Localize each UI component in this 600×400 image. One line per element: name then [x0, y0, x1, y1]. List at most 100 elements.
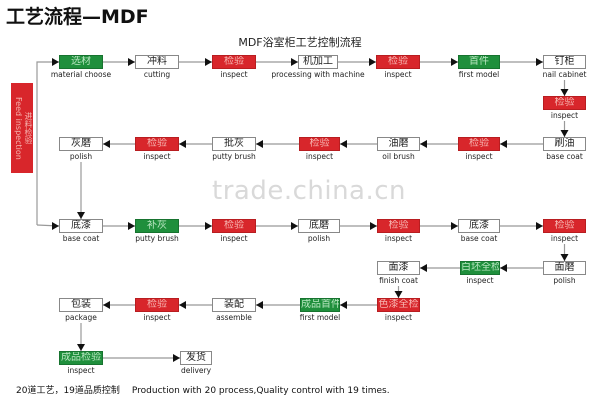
flow-step: 首件 — [458, 55, 500, 69]
arrowhead-icon — [340, 140, 347, 148]
flow-step-label: finish coat — [379, 276, 418, 285]
flow-step-label: delivery — [180, 366, 212, 375]
arrowhead-icon — [103, 301, 110, 309]
flow-step-label: nail cabinet — [542, 70, 587, 79]
flow-step-label: putty brush — [212, 152, 256, 161]
arrowhead-icon — [536, 58, 543, 66]
flow-step: 底漆 — [458, 219, 500, 233]
flow-step: 检验 — [543, 96, 586, 110]
arrowhead-icon — [500, 264, 507, 272]
arrowhead-icon — [256, 301, 263, 309]
flow-step-label: inspect — [384, 234, 413, 243]
flow-step: 面磨 — [543, 261, 586, 275]
flow-step-label: inspect — [384, 70, 412, 79]
arrowhead-icon — [128, 222, 135, 230]
arrowhead-icon — [451, 222, 458, 230]
feed-inspection-en: Feed inspection — [14, 96, 23, 160]
arrowhead-icon — [173, 354, 180, 362]
arrowhead-icon — [52, 58, 59, 66]
flow-step: 检验 — [212, 219, 256, 233]
flow-step: 白坯全检 — [460, 261, 500, 275]
flow-step-label: inspect — [550, 234, 579, 243]
flow-step: 检验 — [543, 219, 586, 233]
arrowhead-icon — [205, 222, 212, 230]
flow-step: 发货 — [180, 351, 212, 365]
flow-step: 检验 — [135, 137, 179, 151]
watermark: trade.china.cn — [212, 176, 407, 206]
flow-step-label: putty brush — [135, 234, 179, 243]
flow-step: 底磨 — [298, 219, 340, 233]
arrowhead-icon — [52, 222, 59, 230]
arrowhead-icon — [291, 58, 298, 66]
flow-step: 批灰 — [212, 137, 256, 151]
flow-step: 装配 — [212, 298, 256, 312]
flow-step-label: assemble — [216, 313, 252, 322]
flow-step: 色漆全检 — [377, 298, 420, 312]
flow-step-label: processing with machine — [271, 70, 365, 79]
arrowhead-icon — [128, 58, 135, 66]
flow-step-label: inspect — [220, 234, 248, 243]
flow-step: 检验 — [376, 55, 420, 69]
flow-step-label: package — [65, 313, 97, 322]
arrowhead-icon — [340, 301, 347, 309]
flow-step: 成品首件 — [300, 298, 340, 312]
flow-step: 检验 — [299, 137, 340, 151]
flow-step: 机加工 — [298, 55, 338, 69]
arrowhead-icon — [420, 264, 427, 272]
flow-step-label: first model — [458, 70, 500, 79]
arrowhead-icon — [536, 222, 543, 230]
flow-step: 钉柜 — [543, 55, 586, 69]
flow-step-label: polish — [553, 276, 576, 285]
flow-step: 底漆 — [59, 219, 103, 233]
flow-step: 检验 — [377, 219, 420, 233]
arrowhead-icon — [291, 222, 298, 230]
arrowhead-icon — [560, 130, 569, 137]
flow-step: 补灰 — [135, 219, 179, 233]
footer-cn: 20道工艺，19道品质控制 — [16, 386, 120, 396]
footer-en: Production with 20 process,Quality contr… — [131, 386, 390, 396]
flow-step: 油磨 — [377, 137, 420, 151]
flow-step-label: polish — [69, 152, 93, 161]
feed-inspection-cn: 进料检验 — [24, 112, 33, 144]
flow-step-label: oil brush — [382, 152, 415, 161]
flow-step-label: inspect — [466, 276, 494, 285]
arrowhead-icon — [451, 58, 458, 66]
flow-step-label: inspect — [143, 152, 171, 161]
flow-step-label: polish — [307, 234, 331, 243]
feed-inspection-box: 进料检验 Feed inspection — [11, 83, 33, 173]
flow-step: 检验 — [135, 298, 179, 312]
flow-step-label: inspect — [305, 152, 334, 161]
flow-step: 冲料 — [135, 55, 179, 69]
flow-step-label: material choose — [50, 70, 112, 79]
flow-step-label: inspect — [384, 313, 413, 322]
arrowhead-icon — [179, 140, 186, 148]
arrowhead-icon — [394, 291, 403, 298]
flow-step: 刷油 — [543, 137, 586, 151]
arrowhead-icon — [77, 212, 85, 219]
flow-step-label: base coat — [62, 234, 100, 243]
arrowhead-icon — [500, 140, 507, 148]
arrowhead-icon — [103, 140, 110, 148]
flow-step-label: inspect — [550, 111, 579, 120]
arrowhead-icon — [560, 89, 569, 96]
arrowhead-icon — [369, 58, 376, 66]
flow-step-label: inspect — [465, 152, 493, 161]
diagram-subtitle: MDF浴室柜工艺控制流程 — [238, 36, 362, 49]
flow-step-label: base coat — [460, 234, 498, 243]
flow-step: 选材 — [59, 55, 103, 69]
flow-step-label: cutting — [143, 70, 171, 79]
arrowhead-icon — [560, 254, 569, 261]
arrowhead-icon — [256, 140, 263, 148]
flow-step-label: inspect — [67, 366, 95, 375]
arrowhead-icon — [179, 301, 186, 309]
arrowhead-icon — [420, 140, 427, 148]
flow-step: 面漆 — [377, 261, 420, 275]
flow-step-label: inspect — [220, 70, 248, 79]
flow-arrow — [36, 61, 59, 225]
flow-step-label: first model — [299, 313, 341, 322]
flow-step: 包装 — [59, 298, 103, 312]
flow-step: 灰磨 — [59, 137, 103, 151]
arrowhead-icon — [205, 58, 212, 66]
flow-step: 成品检验 — [59, 351, 103, 365]
